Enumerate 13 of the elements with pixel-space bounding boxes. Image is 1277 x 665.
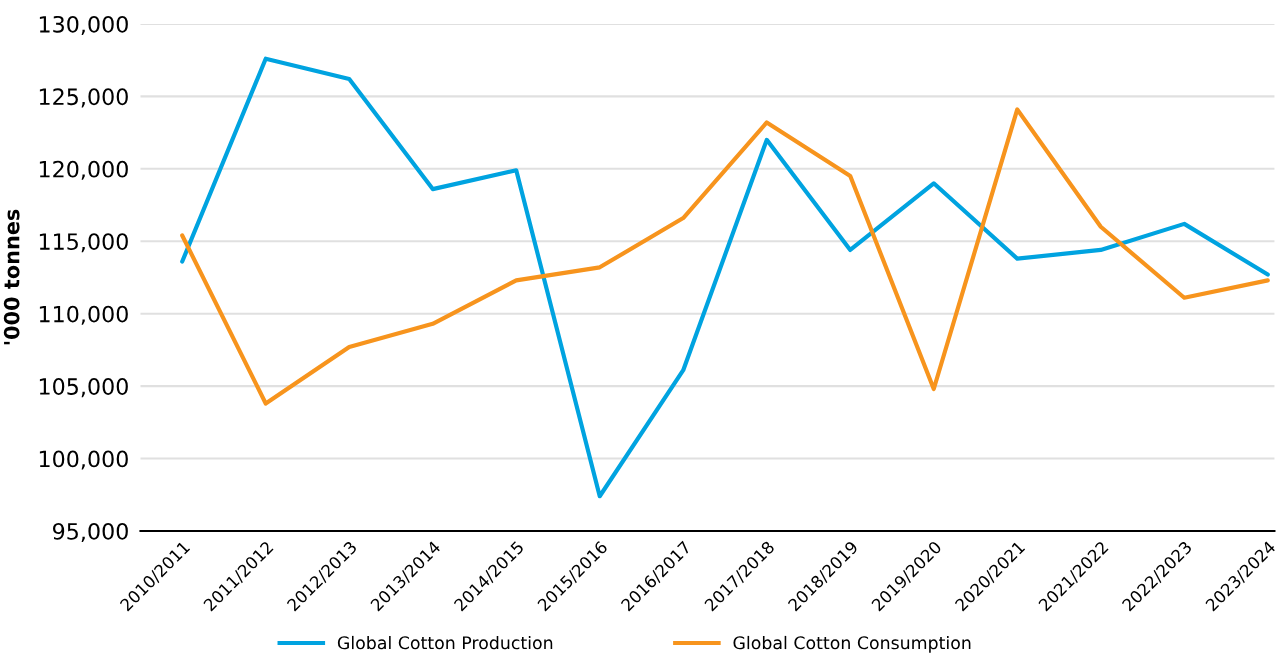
y-tick-label: 130,000 [39, 15, 128, 35]
y-tick-label: 110,000 [39, 305, 128, 325]
y-tick-label: 120,000 [39, 160, 128, 180]
y-tick-label: 125,000 [39, 88, 128, 108]
legend-label: Global Cotton Consumption [733, 635, 971, 653]
line-series [180, 56, 1270, 499]
legend-label: Global Cotton Production [337, 635, 553, 650]
y-tick-label: 105,000 [39, 378, 128, 398]
y-tick-label: 95,000 [53, 522, 128, 543]
y-tick-label: 115,000 [39, 233, 128, 253]
line-series [180, 107, 1270, 406]
y-axis-title: '000 tonnes [3, 209, 20, 345]
y-tick-label: 100,000 [39, 450, 128, 470]
